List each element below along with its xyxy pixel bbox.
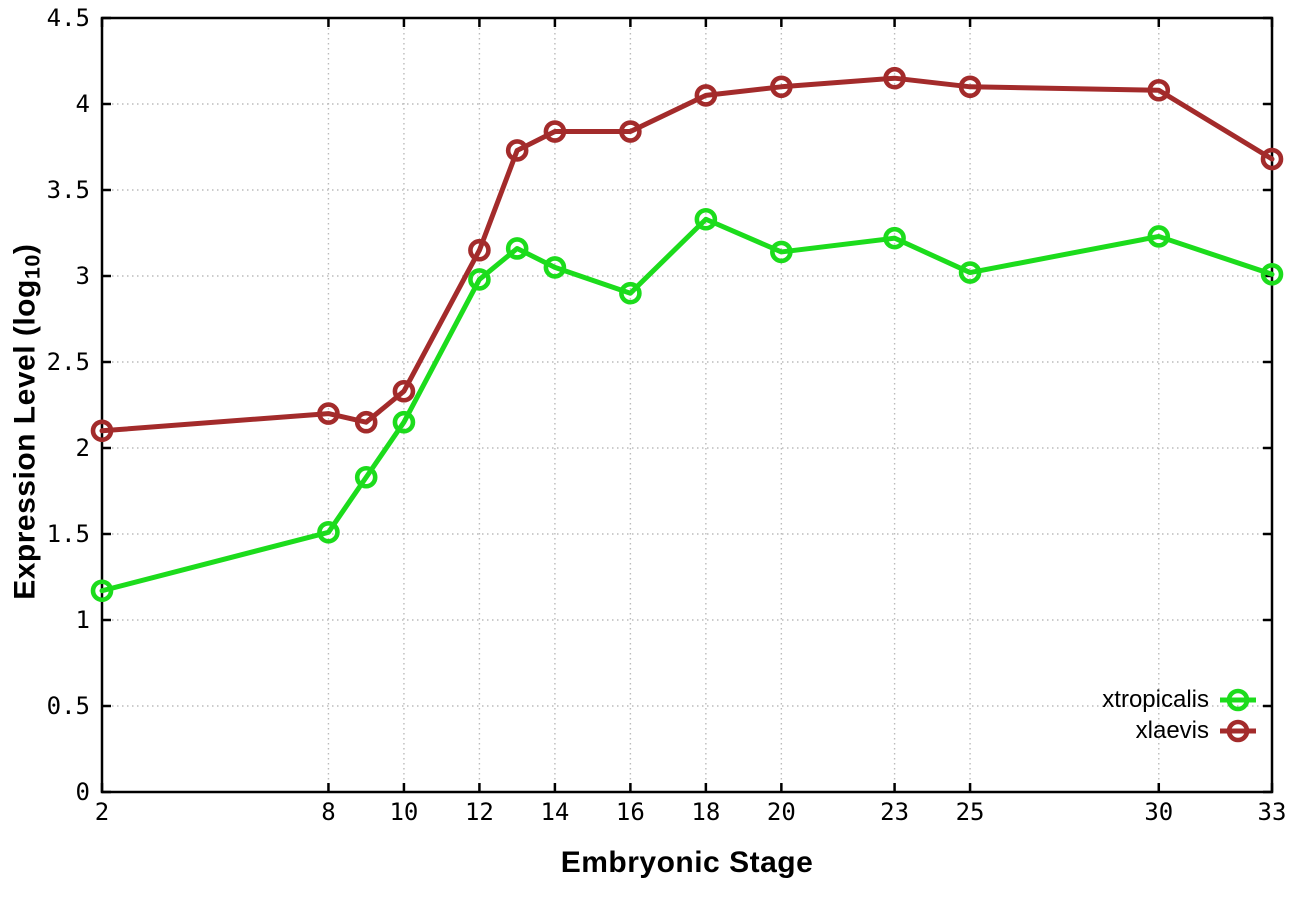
legend-marker-xlaevis-icon	[1220, 719, 1256, 742]
series-xtropicalis-point-stage-16	[619, 281, 642, 305]
plot-border	[100, 16, 1274, 794]
series-xtropicalis-point-stage-33	[1260, 262, 1284, 286]
series-xtropicalis-point-stage-20	[770, 240, 793, 264]
series-xlaevis-point-stage-14	[543, 120, 567, 143]
series-xtropicalis-point-stage-13	[505, 237, 529, 260]
svg-text:25: 25	[956, 798, 985, 826]
x-tick-labels: 2 8 10 12 14 16 18 20 23 25 30 33	[95, 798, 1287, 826]
svg-text:3: 3	[76, 262, 90, 290]
svg-text:2: 2	[95, 798, 109, 826]
legend-item-xtropicalis: xtropicalis	[1102, 684, 1258, 715]
svg-text:33: 33	[1258, 798, 1287, 826]
svg-text:16: 16	[616, 798, 645, 826]
legend-label-xlaevis: xlaevis	[1135, 716, 1209, 744]
y-axis-label-subscript: 10	[19, 254, 45, 280]
series-xlaevis-point-stage-12	[468, 238, 491, 262]
svg-text:12: 12	[465, 798, 494, 826]
series-xtropicalis-point-stage-25	[958, 261, 982, 284]
svg-text:20: 20	[767, 798, 796, 826]
svg-text:30: 30	[1144, 798, 1173, 826]
series-xtropicalis-points	[90, 207, 1284, 603]
svg-text:10: 10	[389, 798, 418, 826]
tick-marks	[100, 16, 1274, 794]
series-xtropicalis-point-stage-10	[392, 410, 416, 434]
series-xtropicalis-point-stage-8	[317, 520, 340, 544]
series-xlaevis-point-stage-9	[354, 410, 378, 434]
legend: xtropicalis xlaevis	[1102, 684, 1258, 746]
series-xtropicalis-point-stage-9	[354, 465, 378, 489]
series-xlaevis-point-stage-23	[883, 66, 906, 90]
svg-text:1.5: 1.5	[47, 520, 90, 548]
svg-text:18: 18	[691, 798, 720, 826]
series-xlaevis-point-stage-8	[317, 402, 340, 425]
svg-text:4.5: 4.5	[47, 4, 90, 32]
svg-text:1: 1	[76, 606, 90, 634]
series-xtropicalis-point-stage-12	[468, 268, 491, 291]
series-xlaevis-point-stage-30	[1147, 78, 1171, 102]
y-axis-label-main: Expression Level (log	[8, 279, 42, 600]
legend-label-xtropicalis: xtropicalis	[1102, 685, 1209, 713]
legend-item-xlaevis: xlaevis	[1102, 715, 1258, 746]
svg-text:14: 14	[540, 798, 569, 826]
series-xlaevis-point-stage-2	[90, 419, 114, 443]
series-xlaevis-point-stage-33	[1260, 147, 1284, 171]
series-xlaevis-points	[90, 66, 1284, 443]
legend-marker-xtropicalis-icon	[1220, 688, 1256, 711]
svg-text:2: 2	[76, 434, 90, 462]
series-xlaevis-point-stage-18	[694, 84, 718, 107]
series-xtropicalis-point-stage-30	[1147, 225, 1171, 248]
series-xtropicalis-point-stage-18	[694, 207, 718, 231]
series-xlaevis-line	[99, 75, 1275, 434]
series-xlaevis-point-stage-13	[505, 139, 529, 162]
series-xlaevis-point-stage-10	[392, 379, 416, 403]
grid-lines	[102, 18, 1272, 792]
svg-text:0.5: 0.5	[47, 692, 90, 720]
series-xlaevis-point-stage-20	[770, 75, 793, 99]
svg-text:0: 0	[76, 778, 90, 806]
series-xtropicalis-line	[99, 216, 1275, 594]
y-axis-label-close: )	[8, 243, 42, 255]
series-xtropicalis-point-stage-2	[90, 579, 114, 603]
series-xtropicalis-point-stage-14	[543, 256, 567, 279]
x-axis-label: Embryonic Stage	[560, 846, 814, 879]
series-xtropicalis-point-stage-23	[883, 226, 906, 250]
svg-text:4: 4	[76, 90, 90, 118]
y-tick-labels: 0 0.5 1 1.5 2 2.5 3 3.5 4 4.5	[47, 4, 90, 806]
series-xlaevis-point-stage-25	[958, 75, 982, 99]
svg-text:3.5: 3.5	[47, 176, 90, 204]
y-axis-label: Expression Level (log10)	[8, 122, 45, 722]
svg-text:8: 8	[321, 798, 335, 826]
svg-text:2.5: 2.5	[47, 348, 90, 376]
series-xlaevis-point-stage-16	[619, 120, 642, 143]
svg-text:23: 23	[880, 798, 909, 826]
